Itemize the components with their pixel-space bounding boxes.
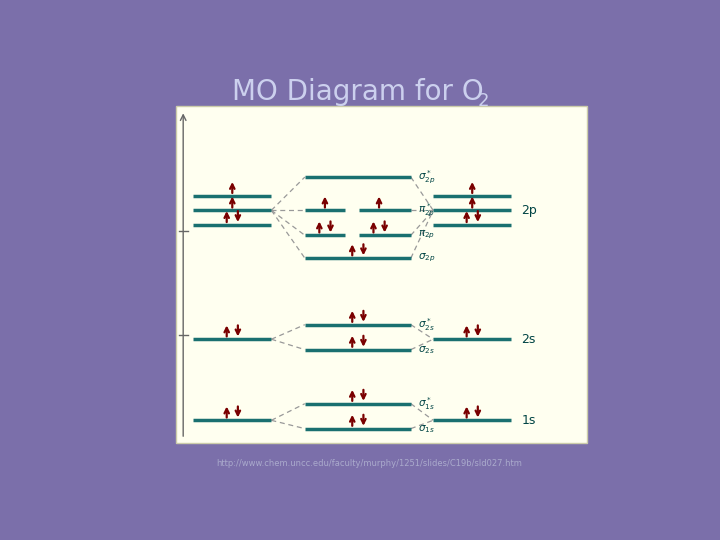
Text: 1s: 1s [521,414,536,427]
Text: 2s: 2s [521,333,536,346]
Text: http://www.chem.uncc.edu/faculty/murphy/1251/slides/C19b/sld027.htm: http://www.chem.uncc.edu/faculty/murphy/… [216,458,522,468]
Text: MO Diagram for O: MO Diagram for O [232,78,484,106]
Text: $\pi^*_{2p}$: $\pi^*_{2p}$ [418,201,435,219]
Text: 2p: 2p [521,204,537,217]
Text: $\sigma_{1s}$: $\sigma_{1s}$ [418,423,434,435]
Text: $\sigma^*_{2p}$: $\sigma^*_{2p}$ [418,168,435,186]
Text: $\pi_{2p}$: $\pi_{2p}$ [418,229,435,241]
Text: $\sigma^*_{2s}$: $\sigma^*_{2s}$ [418,316,434,333]
Text: $\sigma_{2p}$: $\sigma_{2p}$ [418,252,435,265]
Text: 2: 2 [478,92,490,110]
FancyBboxPatch shape [176,106,587,443]
Text: $\sigma^*_{1s}$: $\sigma^*_{1s}$ [418,395,434,412]
Text: $\sigma_{2s}$: $\sigma_{2s}$ [418,344,434,355]
